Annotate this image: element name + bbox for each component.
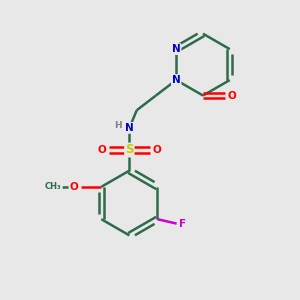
Text: CH₃: CH₃	[45, 182, 62, 191]
Text: O: O	[153, 145, 162, 155]
Text: H: H	[114, 121, 122, 130]
Text: O: O	[70, 182, 79, 192]
Text: N: N	[125, 123, 134, 133]
Text: N: N	[172, 44, 181, 54]
Text: F: F	[179, 219, 187, 229]
Text: S: S	[125, 143, 134, 157]
Text: N: N	[172, 75, 181, 85]
Text: O: O	[227, 91, 236, 100]
Text: O: O	[97, 145, 106, 155]
